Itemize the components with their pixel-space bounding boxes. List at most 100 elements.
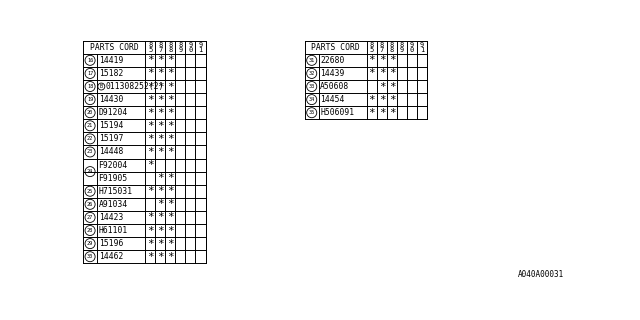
Text: PARTS CORD: PARTS CORD xyxy=(90,43,138,52)
Text: F91905: F91905 xyxy=(99,174,128,183)
Text: 9: 9 xyxy=(420,42,424,48)
Text: 15182: 15182 xyxy=(99,69,123,78)
Text: 8: 8 xyxy=(168,47,172,53)
Text: D91204: D91204 xyxy=(99,108,128,117)
Text: 25: 25 xyxy=(87,189,93,194)
Text: 8: 8 xyxy=(390,47,394,53)
Text: *: * xyxy=(147,121,154,131)
Text: 8: 8 xyxy=(370,42,374,48)
Text: 14462: 14462 xyxy=(99,252,123,261)
Text: 32: 32 xyxy=(308,71,315,76)
Text: *: * xyxy=(147,186,154,196)
Text: 30: 30 xyxy=(87,254,93,259)
Text: 9: 9 xyxy=(178,47,182,53)
Text: *: * xyxy=(157,95,163,105)
Text: *: * xyxy=(157,134,163,144)
Text: 5: 5 xyxy=(370,47,374,53)
Text: *: * xyxy=(157,68,163,78)
Text: *: * xyxy=(388,68,395,78)
Text: *: * xyxy=(147,212,154,222)
Text: *: * xyxy=(147,82,154,92)
Text: 8: 8 xyxy=(178,42,182,48)
Text: *: * xyxy=(167,199,173,209)
Text: 14454: 14454 xyxy=(320,95,344,104)
Text: *: * xyxy=(157,239,163,249)
Text: 1: 1 xyxy=(198,47,203,53)
Text: 18: 18 xyxy=(87,84,93,89)
Text: *: * xyxy=(147,147,154,157)
Text: *: * xyxy=(147,226,154,236)
Text: *: * xyxy=(369,55,375,65)
Text: *: * xyxy=(147,160,154,170)
Text: *: * xyxy=(379,108,385,118)
Text: 21: 21 xyxy=(87,123,93,128)
Text: *: * xyxy=(167,95,173,105)
Text: *: * xyxy=(167,239,173,249)
Text: *: * xyxy=(147,108,154,118)
Text: 31: 31 xyxy=(308,58,315,63)
Text: 22: 22 xyxy=(87,136,93,141)
Text: *: * xyxy=(167,121,173,131)
Text: 14430: 14430 xyxy=(99,95,123,104)
Text: 5: 5 xyxy=(148,47,152,53)
Text: 7: 7 xyxy=(158,47,163,53)
Text: 15197: 15197 xyxy=(99,134,123,143)
Text: 8: 8 xyxy=(380,42,384,48)
Text: *: * xyxy=(167,68,173,78)
Text: H506091: H506091 xyxy=(320,108,355,117)
Text: 23: 23 xyxy=(87,149,93,155)
Text: *: * xyxy=(147,95,154,105)
Text: *: * xyxy=(167,173,173,183)
Text: *: * xyxy=(379,55,385,65)
Text: *: * xyxy=(167,186,173,196)
Text: 15194: 15194 xyxy=(99,121,123,130)
Text: *: * xyxy=(388,108,395,118)
Text: 14423: 14423 xyxy=(99,213,123,222)
Text: *: * xyxy=(167,147,173,157)
Text: 19: 19 xyxy=(87,97,93,102)
Text: *: * xyxy=(147,68,154,78)
Text: *: * xyxy=(157,186,163,196)
Text: *: * xyxy=(388,55,395,65)
Text: 9: 9 xyxy=(410,42,414,48)
Text: 8: 8 xyxy=(400,42,404,48)
Text: 24: 24 xyxy=(87,169,93,174)
Text: *: * xyxy=(379,68,385,78)
Text: F92004: F92004 xyxy=(99,161,128,170)
Text: 26: 26 xyxy=(87,202,93,207)
Text: 33: 33 xyxy=(308,84,315,89)
Text: 15196: 15196 xyxy=(99,239,123,248)
Text: *: * xyxy=(167,82,173,92)
Text: H715031: H715031 xyxy=(99,187,132,196)
Text: *: * xyxy=(369,95,375,105)
Text: *: * xyxy=(147,55,154,65)
Text: *: * xyxy=(167,55,173,65)
Text: PARTS CORD: PARTS CORD xyxy=(312,43,360,52)
Text: *: * xyxy=(167,252,173,262)
Text: 8: 8 xyxy=(168,42,172,48)
Text: 14448: 14448 xyxy=(99,148,123,156)
Text: *: * xyxy=(157,121,163,131)
Text: *: * xyxy=(157,82,163,92)
Text: B: B xyxy=(100,84,103,89)
Text: *: * xyxy=(388,82,395,92)
Text: 16: 16 xyxy=(87,58,93,63)
Text: *: * xyxy=(157,199,163,209)
Text: 14419: 14419 xyxy=(99,56,123,65)
Text: 34: 34 xyxy=(308,97,315,102)
Text: 9: 9 xyxy=(198,42,203,48)
Text: 29: 29 xyxy=(87,241,93,246)
Text: 0: 0 xyxy=(188,47,193,53)
Text: *: * xyxy=(147,252,154,262)
Text: *: * xyxy=(369,68,375,78)
Text: 27: 27 xyxy=(87,215,93,220)
Text: *: * xyxy=(379,95,385,105)
Text: 0: 0 xyxy=(410,47,414,53)
Text: 35: 35 xyxy=(308,110,315,115)
Text: 011308252(2): 011308252(2) xyxy=(106,82,164,91)
Text: *: * xyxy=(157,173,163,183)
Text: *: * xyxy=(167,212,173,222)
Text: 28: 28 xyxy=(87,228,93,233)
Text: *: * xyxy=(167,134,173,144)
Text: A040A00031: A040A00031 xyxy=(518,270,564,279)
